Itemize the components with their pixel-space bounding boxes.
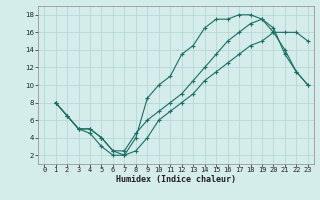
X-axis label: Humidex (Indice chaleur): Humidex (Indice chaleur) [116,175,236,184]
